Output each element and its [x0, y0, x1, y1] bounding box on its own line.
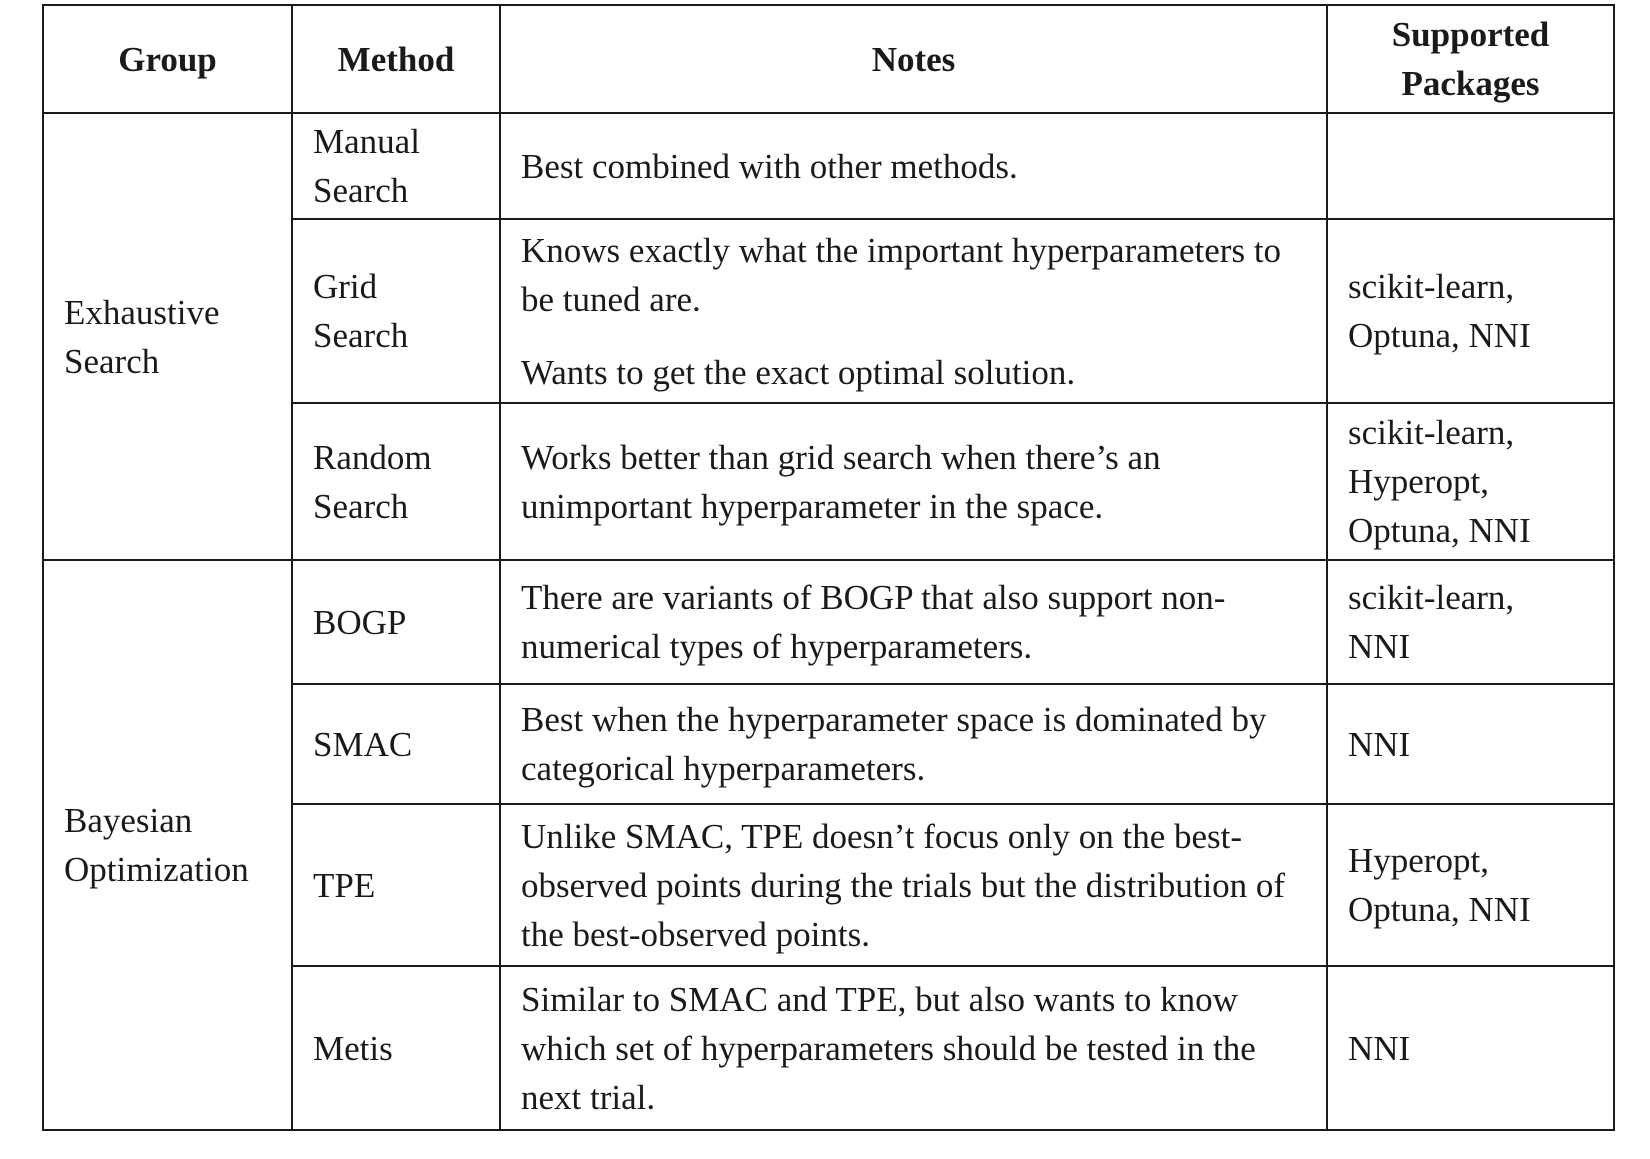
- group-label-line1: Bayesian: [64, 801, 193, 840]
- packages-cell: NNI: [1326, 965, 1615, 1131]
- notes-cell: Best when the hyperparameter space is do…: [499, 683, 1328, 805]
- packages-cell: scikit-learn, Optuna, NNI: [1326, 218, 1615, 404]
- method-label: Metis: [313, 1028, 393, 1068]
- table-row: TPE Unlike SMAC, TPE doesn’t focus only …: [43, 803, 1615, 967]
- packages-cell: scikit-learn, NNI: [1326, 559, 1615, 685]
- group-label-line2: Search: [64, 341, 160, 381]
- table-row: SMAC Best when the hyperparameter space …: [43, 683, 1615, 805]
- method-cell: Grid Search: [291, 218, 501, 404]
- header-packages-line1: Supported: [1391, 15, 1550, 54]
- table-row: Random Search Works better than grid sea…: [43, 402, 1615, 561]
- package-text: Optuna, NNI: [1348, 890, 1531, 929]
- group-label-line2: Optimization: [64, 850, 249, 889]
- group-cell-exhaustive-search: Exhaustive Search: [42, 112, 293, 561]
- header-notes: Notes: [499, 4, 1328, 114]
- method-label: TPE: [313, 865, 376, 905]
- note-text: Wants to get the exact optimal solution.: [521, 352, 1076, 392]
- packages-cell: Hyperopt, Optuna, NNI: [1326, 803, 1615, 967]
- package-text: NNI: [1348, 1028, 1411, 1068]
- package-text: Optuna, NNI: [1348, 316, 1531, 355]
- package-text: scikit-learn,: [1348, 413, 1515, 452]
- group-label-line1: Exhaustive: [64, 292, 220, 332]
- package-text: scikit-learn,: [1348, 578, 1515, 617]
- method-label: SMAC: [313, 724, 413, 764]
- header-packages-line2: Packages: [1401, 64, 1540, 103]
- note-text: Best combined with other methods.: [521, 146, 1018, 186]
- method-label: BOGP: [313, 602, 407, 642]
- table-row: Bayesian Optimization BOGP There are var…: [42, 559, 1615, 1131]
- notes-cell: Knows exactly what the important hyperpa…: [499, 218, 1328, 404]
- header-group: Group: [42, 4, 293, 114]
- group-cell-bayesian-optimization: Bayesian Optimization: [42, 559, 293, 1131]
- method-cell: Manual Search: [291, 112, 501, 220]
- notes-cell: Similar to SMAC and TPE, but also wants …: [499, 965, 1328, 1131]
- method-label-line1: Grid: [313, 267, 378, 306]
- package-text: NNI: [1348, 627, 1411, 666]
- note-text: Unlike SMAC, TPE doesn’t focus only on t…: [521, 816, 1286, 954]
- method-label-line1: Random: [313, 437, 432, 477]
- package-text: Optuna, NNI: [1348, 511, 1531, 550]
- table-row: Grid Search Knows exactly what the impor…: [43, 218, 1615, 404]
- package-text: Hyperopt,: [1348, 841, 1489, 880]
- method-cell: Random Search: [291, 402, 501, 561]
- package-text: Hyperopt,: [1348, 462, 1489, 501]
- method-label-line2: Search: [313, 171, 409, 210]
- method-cell: SMAC: [291, 683, 501, 805]
- method-cell: Metis: [291, 965, 501, 1131]
- method-cell: BOGP: [291, 559, 501, 685]
- notes-cell: Unlike SMAC, TPE doesn’t focus only on t…: [499, 803, 1328, 967]
- method-label-line2: Search: [313, 486, 409, 526]
- method-cell: TPE: [291, 803, 501, 967]
- packages-cell: [1326, 112, 1615, 220]
- header-method: Method: [291, 4, 501, 114]
- package-text: scikit-learn,: [1348, 267, 1515, 306]
- notes-cell: Works better than grid search when there…: [499, 402, 1328, 561]
- header-row: Group Method Notes Supported Packages: [42, 4, 1615, 114]
- method-label-line2: Search: [313, 316, 409, 355]
- note-text: Knows exactly what the important hyperpa…: [521, 230, 1282, 319]
- method-label-line1: Manual: [313, 122, 420, 161]
- package-text: NNI: [1348, 724, 1411, 764]
- packages-cell: NNI: [1326, 683, 1615, 805]
- note-text: Best when the hyperparameter space is do…: [521, 700, 1267, 788]
- note-text: Similar to SMAC and TPE, but also wants …: [521, 979, 1256, 1117]
- notes-cell: Best combined with other methods.: [499, 112, 1328, 220]
- packages-cell: scikit-learn, Hyperopt, Optuna, NNI: [1326, 402, 1615, 561]
- table-row: Exhaustive Search Manual Search Best com…: [42, 112, 1615, 561]
- note-text: Works better than grid search when there…: [521, 437, 1161, 526]
- header-packages: Supported Packages: [1326, 4, 1615, 114]
- notes-cell: There are variants of BOGP that also sup…: [499, 559, 1328, 685]
- table-row: Metis Similar to SMAC and TPE, but also …: [43, 965, 1615, 1131]
- hyperparameter-methods-table: Group Method Notes Supported Packages Ex…: [42, 4, 1615, 1131]
- note-text: There are variants of BOGP that also sup…: [521, 578, 1226, 666]
